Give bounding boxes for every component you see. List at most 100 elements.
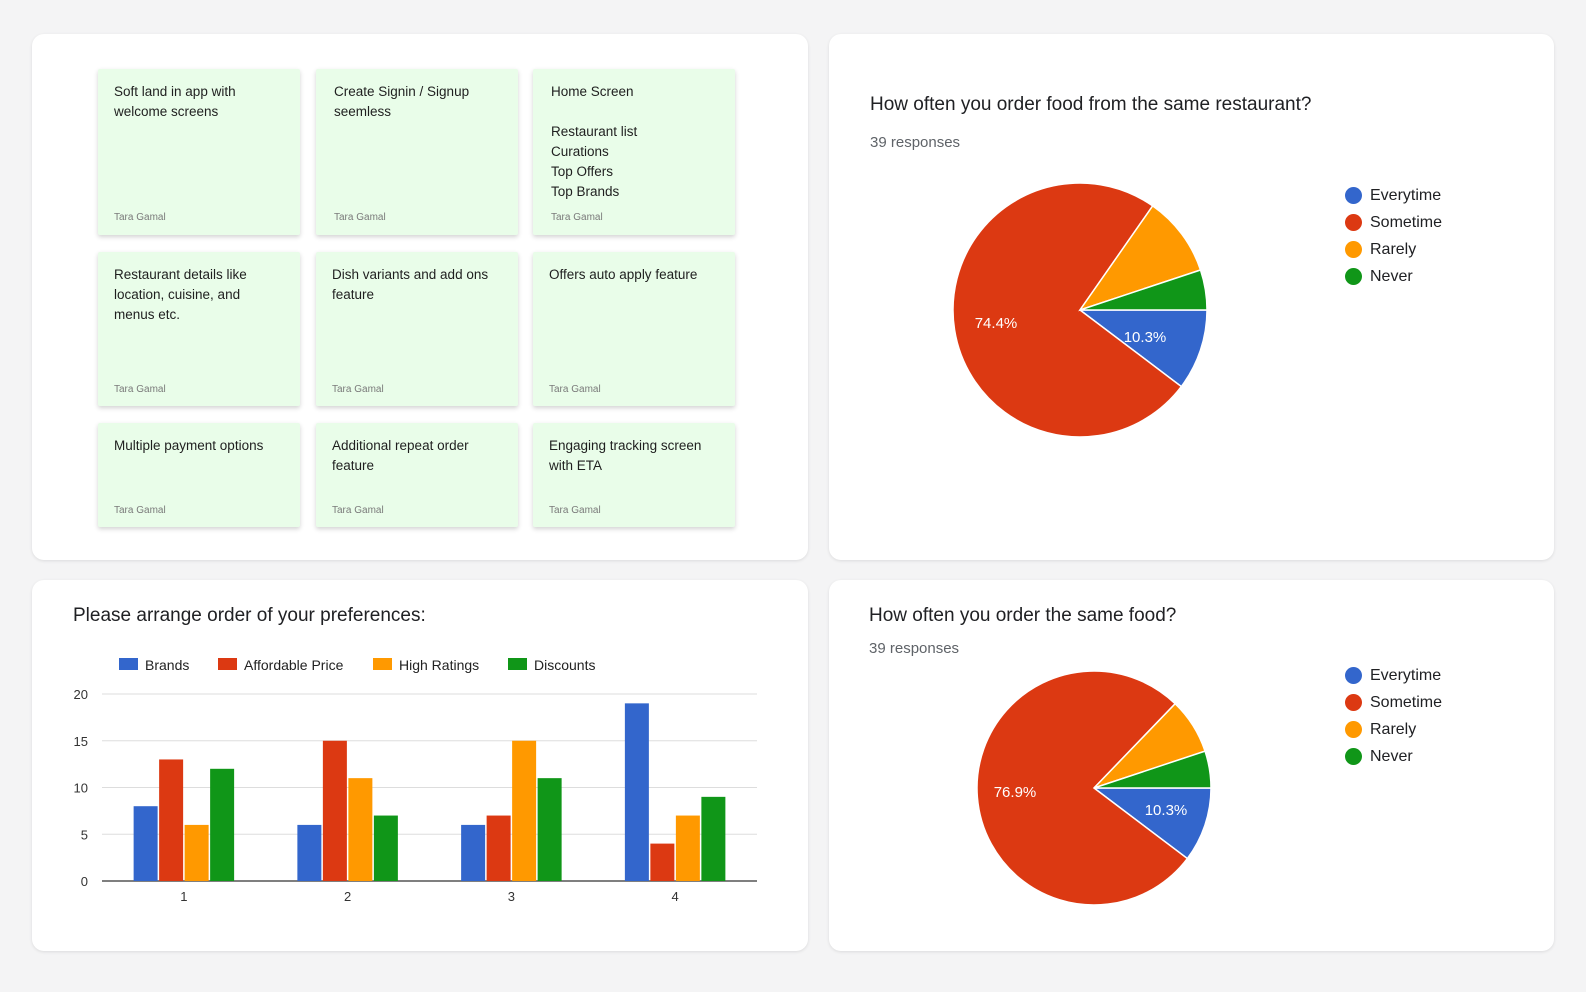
- bar-chart: Brands Affordable Price High Ratings Discou…: [74, 657, 757, 904]
- pie-chart: 10.3% 74.4%: [952, 182, 1208, 438]
- note-text: Offers auto apply feature: [549, 267, 698, 282]
- legend-label: Everytime: [1370, 666, 1442, 684]
- bar-brands[interactable]: [624, 703, 649, 881]
- note-author: Tara Gamal: [114, 384, 166, 395]
- pie-data-label: 10.3%: [1124, 329, 1167, 346]
- sticky-note[interactable]: Additional repeat order feature Tara Gam…: [316, 423, 518, 527]
- restaurant-frequency-card: How often you order food from the same r…: [829, 34, 1554, 560]
- legend-label: Everytime: [1370, 186, 1442, 204]
- legend-item-everytime[interactable]: Everytime: [1345, 662, 1442, 689]
- response-count: 39 responses: [870, 134, 961, 151]
- pie-slice-everytime[interactable]: [1077, 309, 1208, 388]
- bar-high-ratings[interactable]: [348, 778, 373, 881]
- sticky-note[interactable]: Dish variants and add ons feature Tara G…: [316, 252, 518, 406]
- bar-discounts[interactable]: [373, 815, 398, 881]
- sticky-note[interactable]: Offers auto apply feature Tara Gamal: [533, 252, 735, 406]
- question-title: Please arrange order of your preferences…: [73, 605, 426, 626]
- x-tick-label: 1: [180, 889, 187, 904]
- pie-slice-sometime[interactable]: [976, 670, 1189, 906]
- pie-legend: Everytime Sometime Rarely Never: [1345, 182, 1442, 290]
- legend-label: Affordable Price: [244, 657, 344, 673]
- x-tick-label: 4: [672, 889, 679, 904]
- note-author: Tara Gamal: [334, 212, 386, 223]
- bar-discounts[interactable]: [537, 778, 562, 881]
- legend-swatch-icon: [373, 658, 392, 670]
- legend-dot-icon: [1345, 748, 1362, 765]
- legend-item-sometime[interactable]: Sometime: [1345, 209, 1442, 236]
- note-text: Dish variants and add ons feature: [332, 267, 489, 302]
- feature-notes-card: Soft land in app with welcome screens Ta…: [32, 34, 808, 560]
- bar-affordable-price[interactable]: [322, 740, 347, 881]
- note-author: Tara Gamal: [114, 212, 166, 223]
- sticky-note[interactable]: Restaurant details like location, cuisin…: [98, 252, 300, 406]
- note-author: Tara Gamal: [549, 384, 601, 395]
- note-text: Home Screen Restaurant list Curations To…: [551, 84, 638, 199]
- legend-dot-icon: [1345, 241, 1362, 258]
- bar-brands[interactable]: [461, 824, 486, 881]
- legend-label: Never: [1370, 267, 1413, 285]
- bar-high-ratings[interactable]: [512, 740, 537, 881]
- pie-slice-everytime[interactable]: [1091, 787, 1212, 860]
- pie-legend: Everytime Sometime Rarely Never: [1345, 662, 1442, 770]
- note-author: Tara Gamal: [551, 212, 603, 223]
- legend-item-everytime[interactable]: Everytime: [1345, 182, 1442, 209]
- note-text: Soft land in app with welcome screens: [114, 84, 236, 119]
- question-title: How often you order the same food?: [869, 605, 1177, 626]
- legend-label: Sometime: [1370, 213, 1443, 231]
- pie-slice-rarely[interactable]: [1078, 204, 1202, 312]
- note-text: Restaurant details like location, cuisin…: [114, 267, 247, 322]
- bar-high-ratings[interactable]: [675, 815, 700, 881]
- legend-item-never[interactable]: Never: [1345, 263, 1442, 290]
- legend-dot-icon: [1345, 694, 1362, 711]
- pie-data-label: 10.3%: [1145, 802, 1188, 819]
- pie-slice-never[interactable]: [1079, 269, 1208, 311]
- y-tick-label: 20: [74, 687, 88, 702]
- x-tick-label: 2: [344, 889, 351, 904]
- bar-discounts[interactable]: [210, 768, 235, 881]
- pie-data-label: 76.9%: [994, 784, 1037, 801]
- bar-brands[interactable]: [133, 806, 158, 881]
- bar-high-ratings[interactable]: [184, 824, 209, 881]
- legend-item-sometime[interactable]: Sometime: [1345, 689, 1442, 716]
- legend-label: Discounts: [534, 657, 595, 673]
- note-author: Tara Gamal: [332, 384, 384, 395]
- legend-item-rarely[interactable]: Rarely: [1345, 716, 1442, 743]
- bar-brands[interactable]: [297, 824, 322, 881]
- sticky-note[interactable]: Home Screen Restaurant list Curations To…: [533, 69, 735, 235]
- legend-swatch-icon: [119, 658, 138, 670]
- note-author: Tara Gamal: [114, 505, 166, 516]
- legend-dot-icon: [1345, 721, 1362, 738]
- sticky-note[interactable]: Create Signin / Signup seemless Tara Gam…: [316, 69, 518, 235]
- legend-swatch-icon: [508, 658, 527, 670]
- y-tick-label: 15: [74, 734, 88, 749]
- x-tick-label: 3: [508, 889, 515, 904]
- question-title: How often you order food from the same r…: [870, 94, 1312, 115]
- food-frequency-card: How often you order the same food? 39 re…: [829, 580, 1554, 951]
- bar-discounts[interactable]: [701, 796, 726, 881]
- note-text: Engaging tracking screen with ETA: [549, 438, 702, 473]
- legend-item-never[interactable]: Never: [1345, 743, 1442, 770]
- note-text: Additional repeat order feature: [332, 438, 469, 473]
- y-tick-label: 10: [74, 781, 88, 796]
- bar-affordable-price[interactable]: [486, 815, 511, 881]
- legend-item-rarely[interactable]: Rarely: [1345, 236, 1442, 263]
- legend-swatch-icon: [218, 658, 237, 670]
- legend-label: Sometime: [1370, 693, 1443, 711]
- sticky-note[interactable]: Engaging tracking screen with ETA Tara G…: [533, 423, 735, 527]
- legend-label: Brands: [145, 657, 189, 673]
- response-count: 39 responses: [869, 640, 960, 657]
- legend-label: Never: [1370, 747, 1413, 765]
- bar-affordable-price[interactable]: [650, 843, 675, 881]
- note-author: Tara Gamal: [332, 505, 384, 516]
- y-tick-label: 0: [81, 874, 88, 889]
- pie-data-label: 74.4%: [975, 315, 1018, 332]
- pie-slice-never[interactable]: [1093, 750, 1212, 789]
- sticky-note[interactable]: Soft land in app with welcome screens Ta…: [98, 69, 300, 235]
- preferences-card: Please arrange order of your preferences…: [32, 580, 808, 951]
- note-text: Create Signin / Signup seemless: [334, 84, 470, 119]
- note-author: Tara Gamal: [549, 505, 601, 516]
- bar-affordable-price[interactable]: [159, 759, 184, 881]
- sticky-note[interactable]: Multiple payment options Tara Gamal: [98, 423, 300, 527]
- legend-dot-icon: [1345, 268, 1362, 285]
- legend-label: Rarely: [1370, 720, 1417, 738]
